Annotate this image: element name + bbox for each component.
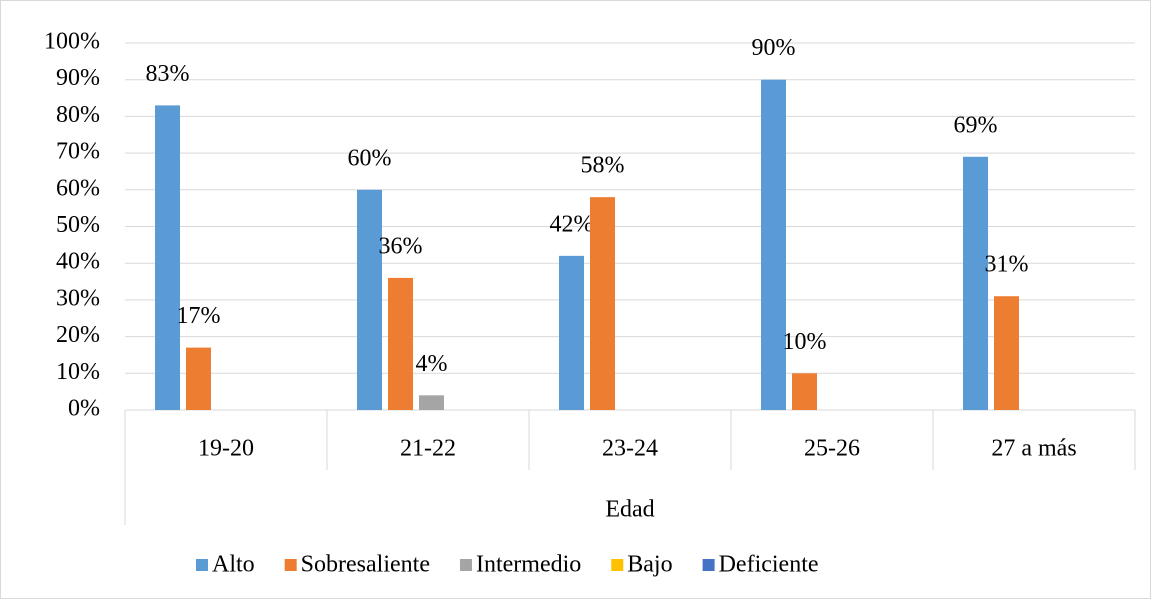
data-label: 31%	[985, 252, 1029, 278]
legend-swatch	[196, 559, 208, 571]
data-label: 60%	[348, 145, 392, 171]
legend-label: Alto	[212, 552, 255, 578]
y-tick-label: 50%	[56, 212, 100, 238]
bar	[186, 347, 211, 410]
legend-swatch	[284, 559, 297, 571]
bar	[963, 156, 988, 410]
data-label: 42%	[550, 211, 594, 237]
x-axis-label: Edad	[605, 497, 654, 523]
legend-label: Intermedio	[476, 552, 581, 578]
y-tick-label: 30%	[56, 285, 100, 311]
legend-label: Bajo	[627, 552, 672, 578]
x-tick-label: 25-26	[804, 436, 860, 462]
y-tick-label: 90%	[56, 65, 100, 91]
y-tick-label: 0%	[68, 396, 100, 422]
data-label: 90%	[752, 35, 796, 61]
y-tick-label: 40%	[56, 249, 100, 275]
bar	[155, 105, 180, 410]
x-tick-label: 21-22	[400, 436, 456, 462]
x-tick-label: 23-24	[602, 436, 658, 462]
data-label: 83%	[146, 61, 190, 87]
x-tick-label: 27 a más	[991, 436, 1076, 462]
legend-label: Deficiente	[719, 552, 819, 578]
y-tick-label: 80%	[56, 102, 100, 128]
legend-swatch	[611, 559, 624, 571]
data-label: 58%	[581, 153, 625, 179]
data-label: 10%	[783, 329, 827, 355]
bar	[792, 373, 817, 410]
bar	[559, 255, 584, 410]
legend-swatch	[702, 559, 715, 571]
bar	[590, 197, 615, 410]
bar	[994, 296, 1019, 410]
data-label: 69%	[954, 112, 998, 138]
y-tick-label: 20%	[56, 322, 100, 348]
data-label: 4%	[416, 351, 448, 377]
bar	[357, 189, 382, 410]
y-tick-label: 60%	[56, 175, 100, 201]
legend-label: Sobresaliente	[301, 552, 430, 578]
y-tick-label: 100%	[44, 29, 100, 55]
x-tick-label: 19-20	[198, 436, 254, 462]
bar	[388, 277, 413, 410]
y-tick-label: 10%	[56, 359, 100, 385]
y-tick-label: 70%	[56, 139, 100, 165]
bar	[761, 79, 786, 410]
data-label: 36%	[379, 233, 423, 259]
legend-swatch	[459, 559, 472, 571]
data-label: 17%	[177, 303, 221, 329]
bar	[419, 395, 444, 410]
